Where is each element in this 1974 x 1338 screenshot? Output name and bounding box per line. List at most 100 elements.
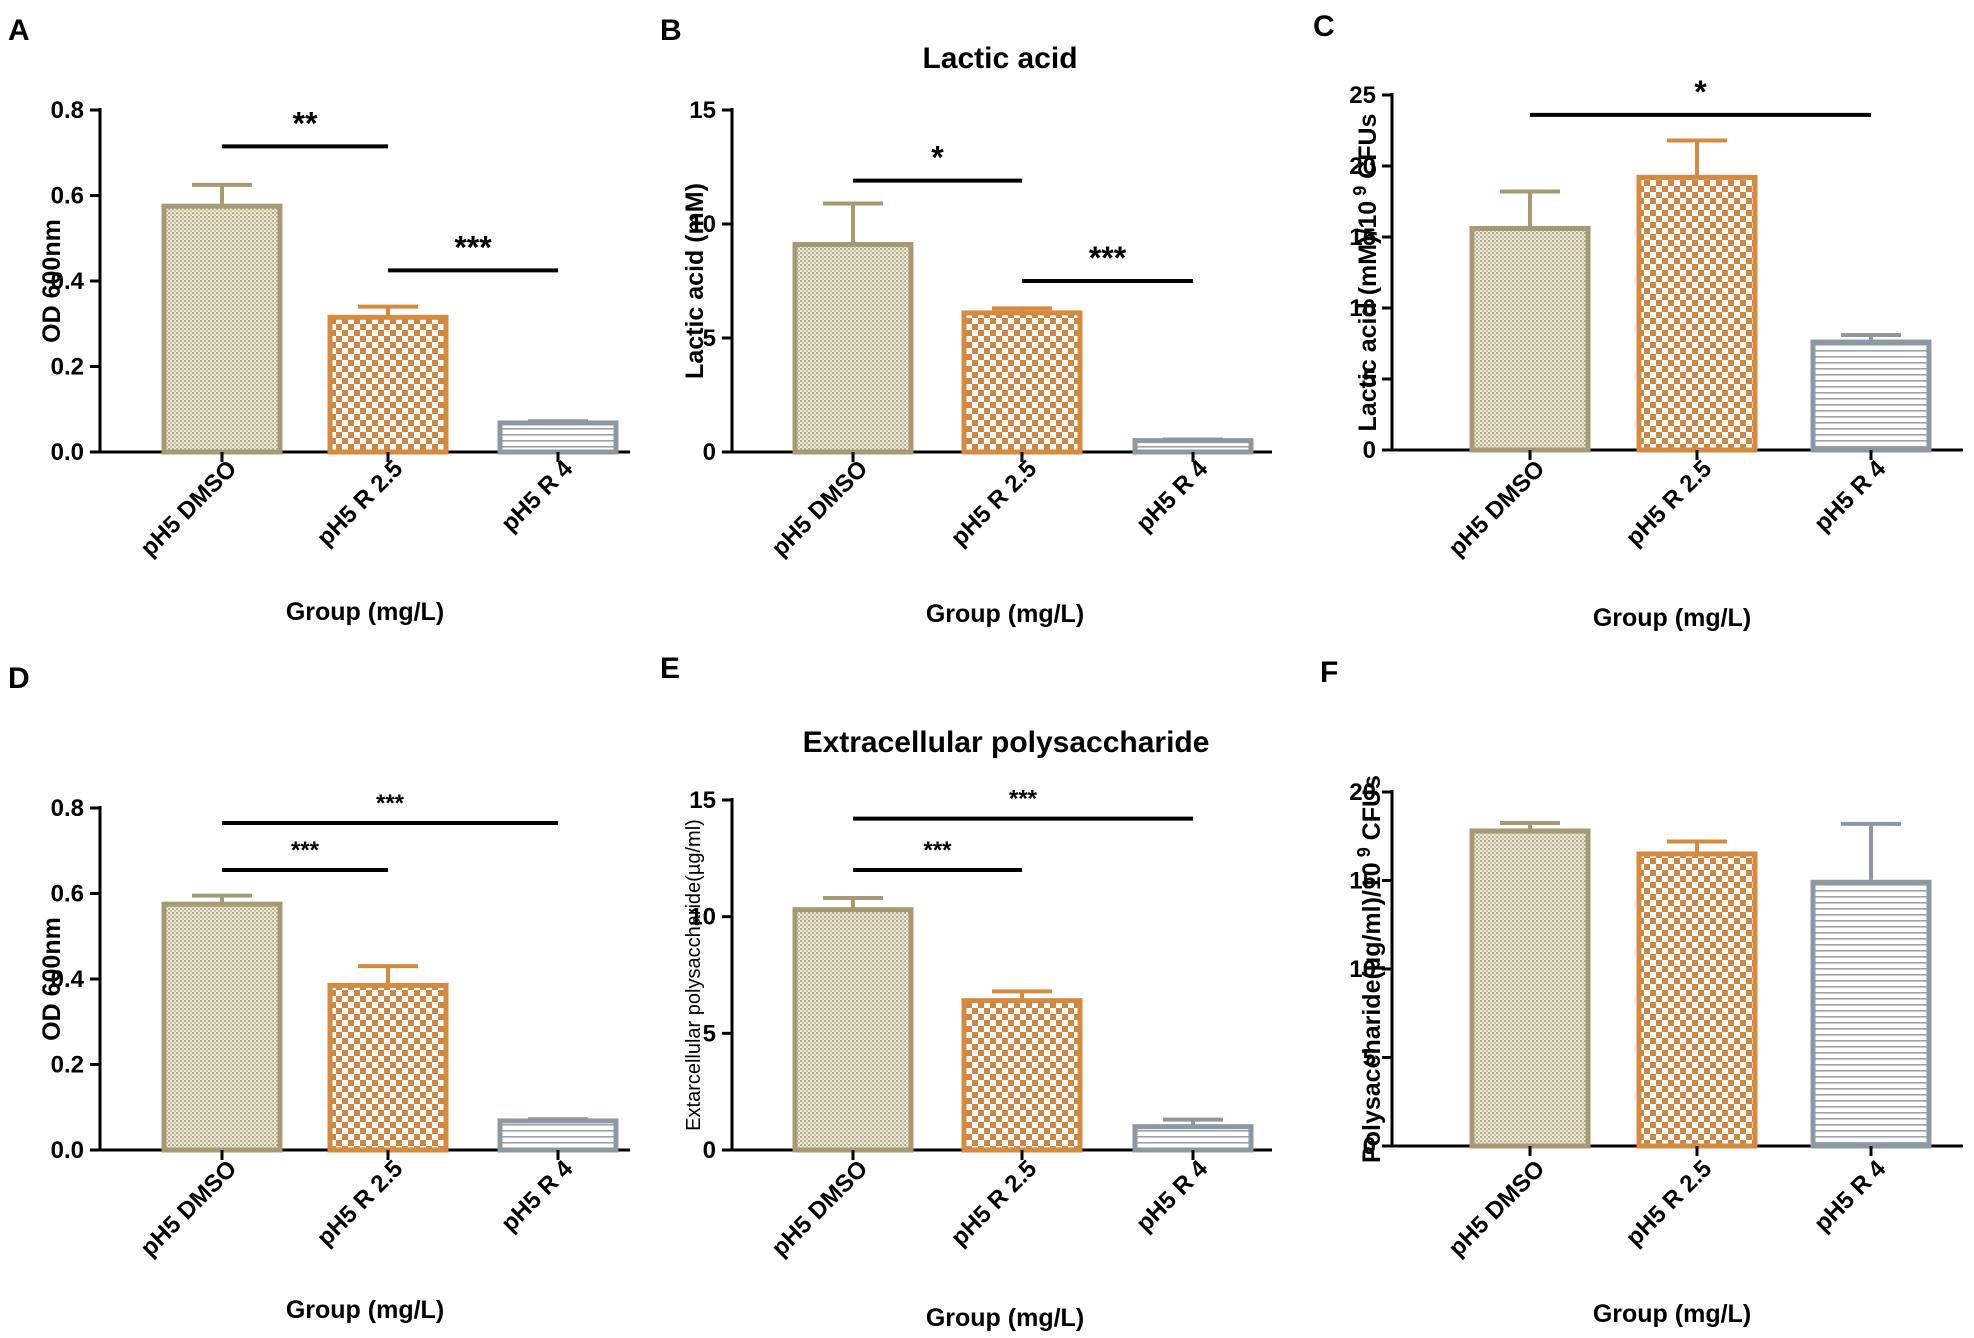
y-tick-label: 15 [689,97,716,124]
y-tick-label: 10 [1349,956,1376,983]
bar-e-3 [1132,1124,1254,1153]
y-tick-label: 0.8 [51,97,84,124]
y-tick-label: 0.0 [51,439,84,466]
significance-label: *** [454,229,492,265]
x-tick-label: pH5 R 2.5 [946,455,1042,551]
y-tick-label: 0 [703,439,716,466]
bar-d-2 [327,982,449,1153]
bar-d-3 [497,1118,619,1153]
y-axis-label-f: Polysaccharide(µg/ml)/10 9 CFUs [1354,775,1386,1163]
panel-f: F 0 5 10 15 20 pH5 DMSO pH5 R 2.5 pH5 R 4 Group (… [1320,656,1963,1328]
x-axis-label-c: Group (mg/L) [1593,604,1751,632]
y-tick-label: 0.6 [51,881,84,908]
x-tick-label: pH5 R 4 [1131,455,1214,538]
x-tick-label: pH5 R 2.5 [312,455,408,551]
bar-e-2 [961,998,1083,1153]
x-tick-label: pH5 DMSO [1443,1155,1550,1262]
chart-title-e: Extracellular polysaccharide [803,726,1210,759]
bar-a-2 [327,314,449,455]
y-tick-label: 0.2 [51,354,84,381]
panel-b: B Lactic acid 0 5 10 15 pH5 DMSO pH5 R 2.5 pH5 R… [660,14,1272,628]
panel-c: C 0 5 10 15 20 25 pH5 DMSO pH5 R 2.5 pH5 R 4 Group… [1313,10,1963,632]
y-tick-label: 10 [689,904,716,931]
x-axis-label-f: Group (mg/L) [1593,1300,1751,1328]
y-tick-label: 20 [1349,779,1376,806]
y-tick-label: 15 [689,787,716,814]
x-tick-label: pH5 DMSO [135,455,242,562]
panel-label-a: A [8,14,30,47]
y-tick-label: 0.0 [51,1137,84,1164]
x-tick-label: pH5 R 2.5 [1621,1155,1717,1251]
x-tick-label: pH5 DMSO [766,455,873,562]
significance-label: *** [923,837,952,864]
x-tick-label: pH5 R 4 [1809,1155,1892,1238]
bar-b-3 [1132,438,1254,455]
panel-a: A 0.0 0.2 0.4 0.6 0.8 pH5 DMSO pH5 R 2.5 pH5 R 4… [8,14,630,626]
y-tick-label: 0.2 [51,1052,84,1079]
bar-a-1 [161,203,283,455]
panel-label-c: C [1313,10,1335,43]
y-tick-label: 5 [703,325,716,352]
significance-label: *** [1009,786,1038,813]
panel-label-f: F [1320,656,1338,689]
y-tick-label: 5 [703,1020,716,1047]
significance-label: ** [293,105,318,141]
panel-label-e: E [660,652,680,685]
y-tick-label: 0.4 [51,268,85,295]
x-tick-label: pH5 R 4 [1131,1155,1214,1238]
x-tick-label: pH5 DMSO [766,1155,873,1262]
significance-label: *** [376,790,405,817]
y-axis-label-d: OD 600nm [38,917,66,1041]
y-tick-label: 0.6 [51,183,84,210]
significance-label: * [931,140,944,176]
panel-d: D 0.0 0.2 0.4 0.6 0.8 pH5 DMSO pH5 R 2.5 pH5 R 4… [8,662,630,1324]
y-tick-label: 5 [1363,1045,1376,1072]
y-tick-label: 10 [1349,295,1376,322]
y-tick-label: 15 [1349,224,1376,251]
x-axis-label-a: Group (mg/L) [286,598,444,626]
y-tick-label: 0 [1363,1133,1376,1160]
y-tick-label: 15 [1349,868,1376,895]
bar-c-3 [1810,339,1932,453]
panel-label-b: B [660,14,682,47]
bar-f-3 [1810,879,1932,1149]
x-tick-label: pH5 DMSO [1443,455,1550,562]
x-axis-label-b: Group (mg/L) [926,600,1084,628]
bar-f-1 [1469,828,1591,1149]
y-tick-label: 0 [703,1137,716,1164]
y-tick-label: 0.4 [51,966,85,993]
bar-c-1 [1469,225,1591,453]
x-tick-label: pH5 DMSO [135,1155,242,1262]
panel-e: E Extracellular polysaccharide 0 5 10 15 pH5 D… [660,652,1272,1332]
y-tick-label: 25 [1349,82,1376,109]
bar-b-2 [961,310,1083,455]
chart-title-b: Lactic acid [922,42,1077,75]
significance-label: * [1694,74,1707,110]
y-axis-label-e: Extarcellular polysaccharide(µg/ml) [683,819,705,1131]
bar-a-3 [497,420,619,455]
bar-d-1 [161,901,283,1153]
bar-b-1 [792,242,914,455]
x-tick-label: pH5 R 2.5 [312,1155,408,1251]
y-tick-label: 0 [1363,437,1376,464]
x-tick-label: pH5 R 2.5 [946,1155,1042,1251]
y-axis-label-a: OD 600nm [38,219,66,343]
x-tick-label: pH5 R 4 [496,455,579,538]
y-tick-label: 10 [689,211,716,238]
y-tick-label: 0.8 [51,795,84,822]
panel-label-d: D [8,662,30,695]
bar-c-2 [1636,174,1758,453]
significance-label: *** [1089,240,1127,276]
bar-e-1 [792,907,914,1153]
x-tick-label: pH5 R 4 [496,1155,579,1238]
y-tick-label: 20 [1349,153,1376,180]
x-axis-label-e: Group (mg/L) [926,1304,1084,1332]
y-axis-label-b: Lactic acid (mM) [681,183,709,379]
x-tick-label: pH5 R 2.5 [1621,455,1717,551]
y-tick-label: 5 [1363,366,1376,393]
x-tick-label: pH5 R 4 [1809,455,1892,538]
bar-f-2 [1636,851,1758,1149]
significance-label: *** [291,837,320,864]
x-axis-label-d: Group (mg/L) [286,1296,444,1324]
